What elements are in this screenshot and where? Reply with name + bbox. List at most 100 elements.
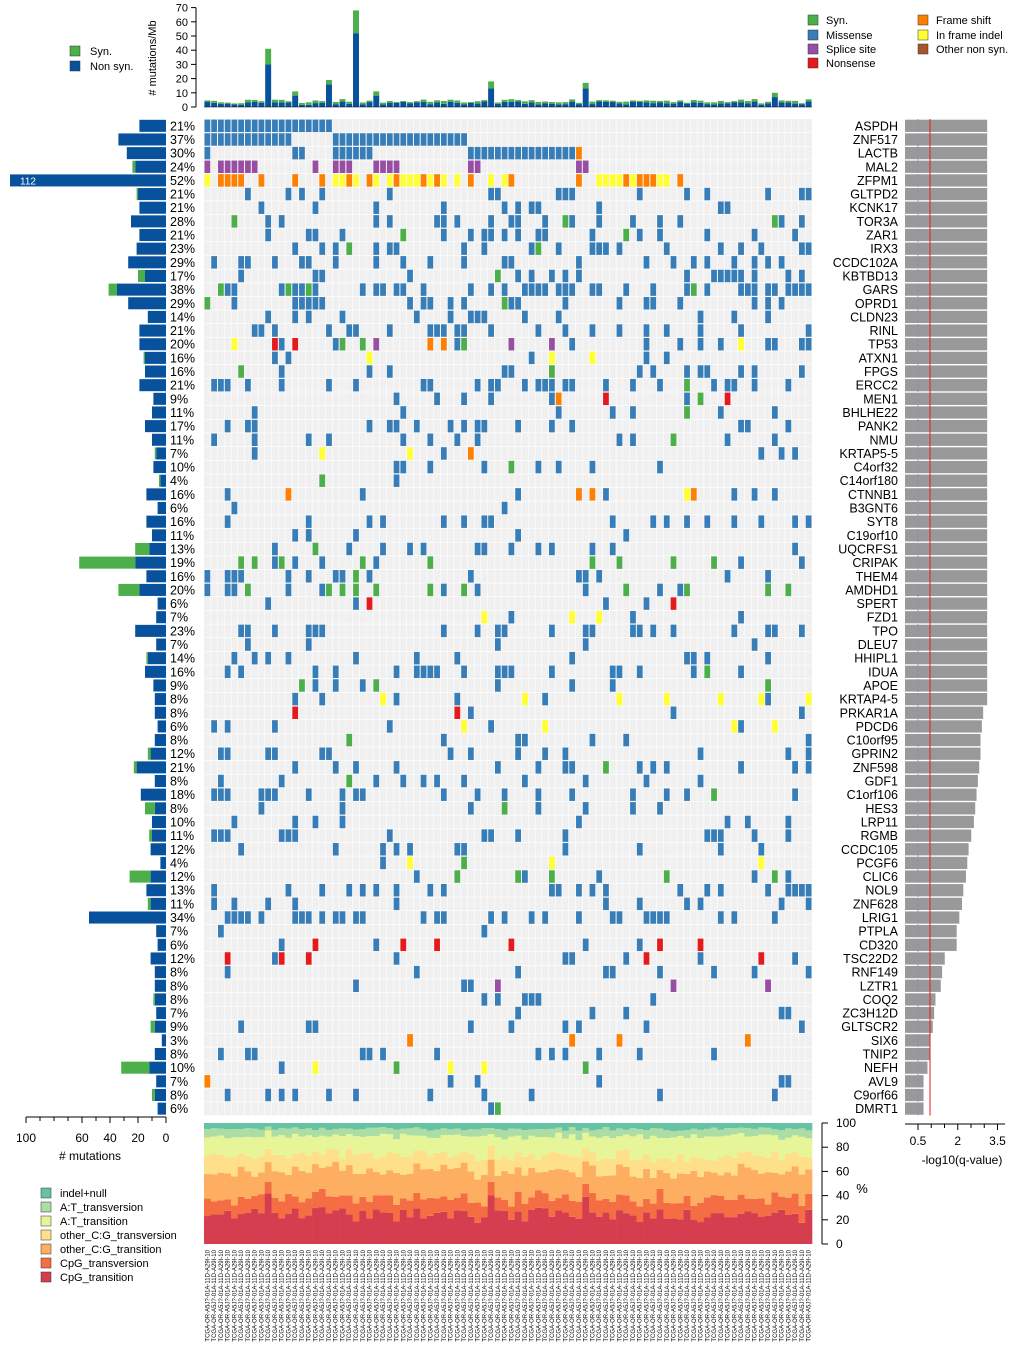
qvalue-bar bbox=[905, 856, 968, 870]
spectrum-segment bbox=[453, 1168, 462, 1198]
sample-label: TCGA-OR-A5J?-01A-11D-A29I-10 bbox=[239, 1249, 245, 1341]
top-bar-syn bbox=[798, 103, 805, 105]
mutation-cell bbox=[589, 488, 596, 501]
mutation-cell bbox=[251, 119, 258, 133]
mutation-cell bbox=[609, 679, 616, 692]
spectrum-segment bbox=[771, 1192, 779, 1213]
top-bar-syn bbox=[285, 101, 292, 103]
mutation-cell bbox=[278, 215, 285, 228]
mutation-cell bbox=[501, 365, 508, 378]
mutation-cell bbox=[224, 570, 231, 583]
left-bar-nonsyn bbox=[156, 1075, 166, 1088]
spectrum-segment bbox=[535, 1190, 543, 1208]
sample-label: TCGA-OR-A5J?-01A-11D-A29I-10 bbox=[496, 1249, 502, 1341]
spectrum-segment bbox=[541, 1171, 549, 1194]
sample-label: TCGA-OR-A5J?-01A-11D-A29I-10 bbox=[280, 1249, 286, 1341]
qvalue-bar bbox=[905, 925, 957, 938]
spectrum-segment bbox=[528, 1154, 536, 1168]
spectrum-segment bbox=[413, 1208, 421, 1244]
top-bar-nonsyn bbox=[616, 103, 623, 107]
spectrum-segment bbox=[521, 1175, 529, 1205]
percent-label: 11% bbox=[170, 897, 194, 911]
mutation-cell bbox=[305, 283, 312, 296]
percent-label: 21% bbox=[170, 188, 195, 202]
mutation-cell bbox=[501, 146, 508, 160]
qvalue-bar bbox=[905, 242, 988, 255]
spectrum-segment bbox=[548, 1137, 556, 1152]
mutation-cell bbox=[440, 733, 447, 747]
mutation-cell bbox=[549, 351, 555, 365]
spectrum-segment bbox=[656, 1158, 664, 1170]
mutation-cell bbox=[785, 378, 792, 392]
spectrum-segment bbox=[514, 1167, 522, 1192]
sample-label: TCGA-OR-A5J?-01A-11D-A29I-10 bbox=[536, 1249, 542, 1341]
left-bar-nonsyn bbox=[117, 283, 166, 296]
mutation-cell bbox=[616, 242, 623, 255]
mutation-cell bbox=[245, 624, 251, 638]
spectrum-segment bbox=[467, 1153, 475, 1172]
top-bar-syn bbox=[359, 102, 366, 105]
mutation-cell bbox=[440, 788, 447, 801]
mutation-cell bbox=[657, 1088, 663, 1102]
spectrum-segment bbox=[420, 1199, 428, 1219]
mutation-cell bbox=[630, 215, 636, 228]
top-bar-nonsyn bbox=[602, 101, 609, 107]
gene-label: SIX6 bbox=[871, 1034, 898, 1048]
percent-label: 21% bbox=[170, 201, 195, 215]
mutation-cell bbox=[582, 583, 589, 597]
qvalue-bar bbox=[905, 611, 988, 624]
left-bar-nonsyn bbox=[160, 474, 166, 487]
spectrum-segment bbox=[568, 1172, 576, 1201]
spectrum-segment bbox=[474, 1123, 482, 1130]
top-bar-syn bbox=[271, 99, 278, 103]
spectrum-segment bbox=[399, 1128, 407, 1134]
spectrum-segment bbox=[737, 1127, 745, 1133]
spectrum-segment bbox=[487, 1181, 495, 1196]
qvalue-bar bbox=[905, 542, 988, 556]
mutation-cell bbox=[204, 297, 211, 310]
left-bar-nonsyn bbox=[152, 529, 166, 542]
spectrum-segment bbox=[751, 1213, 759, 1244]
top-bar-syn bbox=[805, 99, 812, 102]
spectrum-segment bbox=[231, 1137, 239, 1157]
spectrum-segment bbox=[683, 1130, 691, 1139]
mutation-cell bbox=[400, 283, 407, 296]
left-bar-nonsyn bbox=[154, 966, 166, 979]
mutation-cell bbox=[798, 884, 805, 897]
spectrum-segment bbox=[744, 1211, 752, 1244]
spectrum-segment bbox=[562, 1154, 570, 1170]
mutation-cell bbox=[535, 1047, 542, 1061]
mutation-cell bbox=[339, 146, 346, 160]
mutation-cell bbox=[474, 624, 481, 638]
spectrum-segment bbox=[420, 1169, 428, 1200]
percent-label: 11% bbox=[170, 829, 194, 843]
left-bar-nonsyn bbox=[156, 447, 166, 460]
mutation-cell bbox=[515, 269, 522, 283]
mutation-cell bbox=[434, 665, 440, 679]
sample-label: TCGA-OR-A5J?-01A-11D-A29I-10 bbox=[644, 1249, 650, 1341]
spectrum-segment bbox=[494, 1136, 502, 1161]
spectrum-segment bbox=[251, 1176, 259, 1196]
percent-label: 11% bbox=[170, 433, 194, 447]
mutation-cell bbox=[677, 884, 684, 897]
spectrum-segment bbox=[690, 1128, 698, 1135]
mutation-cell bbox=[251, 406, 258, 419]
percent-label: 13% bbox=[170, 884, 195, 898]
spectrum-segment bbox=[258, 1129, 266, 1138]
mutation-cell bbox=[724, 201, 731, 214]
mutation-cell bbox=[549, 365, 555, 378]
mutation-cell bbox=[805, 747, 812, 760]
mutation-cell bbox=[292, 761, 299, 774]
mutation-cell bbox=[265, 228, 272, 242]
mutation-cell bbox=[245, 378, 251, 392]
spectrum-segment bbox=[751, 1136, 759, 1156]
spectrum-segment bbox=[784, 1171, 793, 1198]
mutation-cell bbox=[292, 146, 299, 160]
mutation-cell bbox=[312, 665, 319, 679]
mutation-cell bbox=[319, 447, 326, 460]
gene-label: NOL9 bbox=[865, 884, 898, 898]
spectrum-segment bbox=[460, 1162, 468, 1194]
mutation-cell bbox=[771, 624, 778, 638]
mutation-cell bbox=[758, 242, 765, 255]
mutation-cell bbox=[447, 1075, 454, 1088]
